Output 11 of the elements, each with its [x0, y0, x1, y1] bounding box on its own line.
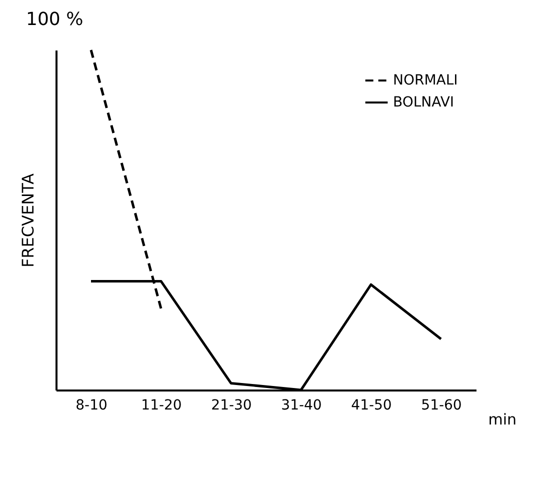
legend-label: NORMALI — [393, 72, 458, 88]
text: 100 % — [26, 8, 84, 30]
y-axis-title: FRECVENTA — [18, 173, 38, 268]
legend-label: BOLNAVI — [393, 94, 454, 110]
x-tick-label: 8-10 — [76, 398, 108, 414]
x-tick-label: 11-20 — [141, 398, 182, 414]
x-tick-label: 41-50 — [351, 398, 392, 414]
x-tick-label: 21-30 — [211, 398, 252, 414]
x-tick-label: 51-60 — [421, 398, 462, 414]
x-tick-label: 31-40 — [281, 398, 322, 414]
x-axis-title: min — [488, 410, 516, 428]
